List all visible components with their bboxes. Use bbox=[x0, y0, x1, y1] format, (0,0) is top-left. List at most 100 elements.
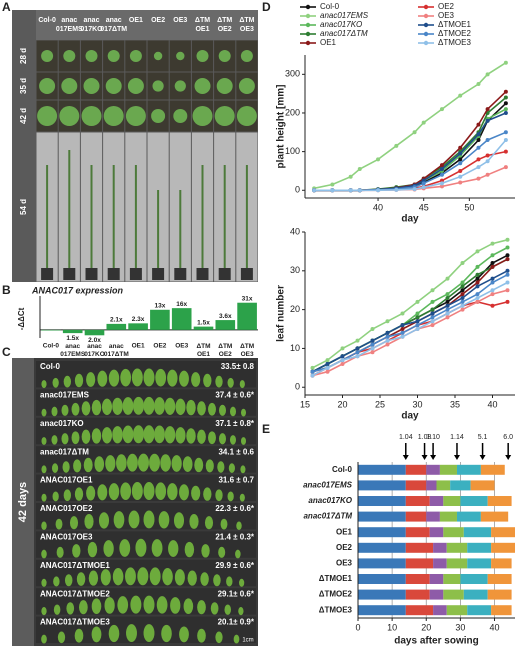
leaf bbox=[224, 604, 232, 615]
leaf bbox=[215, 489, 223, 502]
genotype-label: anac 017ΔTM bbox=[100, 17, 127, 33]
leaf bbox=[87, 541, 98, 558]
leaf bbox=[53, 604, 61, 615]
leaf bbox=[84, 513, 94, 529]
leaf bbox=[91, 428, 102, 444]
leaf bbox=[74, 373, 84, 388]
leaf bbox=[227, 491, 234, 502]
point bbox=[458, 151, 463, 156]
point bbox=[348, 174, 353, 179]
point bbox=[355, 338, 360, 343]
legend-label: anac017ΔTM bbox=[320, 29, 368, 38]
point bbox=[490, 276, 495, 281]
leaf bbox=[108, 369, 120, 387]
leaf bbox=[103, 540, 114, 557]
point bbox=[460, 303, 465, 308]
leaf bbox=[155, 482, 167, 501]
leaf bbox=[164, 426, 176, 444]
leaf bbox=[135, 538, 147, 557]
point bbox=[475, 280, 480, 285]
point bbox=[430, 311, 435, 316]
point bbox=[475, 295, 480, 300]
point bbox=[475, 284, 480, 289]
leaf bbox=[74, 487, 84, 501]
bar-segment bbox=[443, 496, 461, 506]
rosette bbox=[238, 78, 255, 94]
legend-marker bbox=[423, 13, 429, 19]
leaf bbox=[179, 370, 189, 387]
panel-letter: C bbox=[2, 345, 11, 359]
y-tick-label: 0 bbox=[295, 185, 300, 195]
point bbox=[310, 369, 315, 374]
rosette bbox=[39, 78, 56, 94]
leaf bbox=[79, 600, 88, 615]
point bbox=[476, 138, 481, 143]
bar-segment bbox=[467, 542, 492, 553]
bar-segment bbox=[491, 527, 515, 538]
point bbox=[485, 118, 490, 123]
rosette bbox=[125, 106, 146, 126]
point bbox=[445, 299, 450, 304]
point bbox=[503, 101, 508, 106]
point bbox=[476, 122, 481, 127]
point bbox=[430, 299, 435, 304]
point bbox=[355, 346, 360, 351]
leaf bbox=[91, 598, 102, 615]
point bbox=[476, 145, 481, 150]
leaf bbox=[167, 483, 178, 501]
leaf bbox=[69, 516, 79, 530]
row-name: ANAC017ΔTMOE2 bbox=[40, 589, 110, 598]
bar-segment bbox=[456, 511, 481, 522]
rosette bbox=[153, 51, 163, 61]
rosette bbox=[174, 80, 186, 92]
leaf bbox=[149, 567, 161, 586]
bar-segment bbox=[487, 574, 512, 584]
point bbox=[505, 253, 510, 258]
leaf bbox=[76, 572, 86, 586]
point bbox=[460, 288, 465, 293]
point bbox=[340, 346, 345, 351]
leaf bbox=[73, 459, 82, 473]
x-tick-label: 30 bbox=[412, 399, 422, 409]
point bbox=[415, 327, 420, 332]
leaf bbox=[173, 512, 185, 529]
point bbox=[370, 350, 375, 355]
point bbox=[476, 81, 481, 86]
y-tick-label: Col-0 bbox=[332, 465, 353, 474]
bar-segment bbox=[429, 496, 444, 506]
leaf bbox=[133, 396, 144, 415]
point bbox=[458, 180, 463, 185]
point bbox=[490, 292, 495, 297]
leaf bbox=[208, 402, 216, 416]
y-tick-label: ΔTMOE2 bbox=[319, 590, 353, 599]
point bbox=[476, 176, 481, 181]
point bbox=[490, 288, 495, 293]
point bbox=[370, 342, 375, 347]
leaf bbox=[117, 596, 129, 614]
point bbox=[505, 257, 510, 262]
bar-segment bbox=[358, 558, 406, 569]
leaf bbox=[210, 602, 219, 615]
bar-segment bbox=[358, 511, 406, 522]
leaf bbox=[151, 539, 163, 557]
point bbox=[430, 315, 435, 320]
leaf bbox=[215, 631, 223, 644]
point bbox=[385, 334, 390, 339]
leaf bbox=[240, 408, 247, 417]
pot bbox=[63, 268, 76, 280]
leaf bbox=[179, 626, 189, 643]
bar-segment bbox=[433, 558, 447, 569]
x-tick-label: 0 bbox=[355, 622, 360, 632]
bar-segment bbox=[358, 542, 406, 553]
genotype-label: ΔTM OE1 bbox=[195, 17, 210, 33]
leaf bbox=[125, 567, 136, 586]
fold-label: 16x bbox=[176, 301, 187, 308]
point bbox=[370, 338, 375, 343]
bar-segment bbox=[405, 496, 430, 506]
x-axis-label: day bbox=[401, 411, 419, 422]
bar-segment bbox=[446, 542, 468, 553]
x-tick-label: 50 bbox=[464, 202, 474, 212]
series-line bbox=[312, 239, 508, 369]
x-tick-label: 20 bbox=[421, 622, 431, 632]
point bbox=[475, 272, 480, 277]
